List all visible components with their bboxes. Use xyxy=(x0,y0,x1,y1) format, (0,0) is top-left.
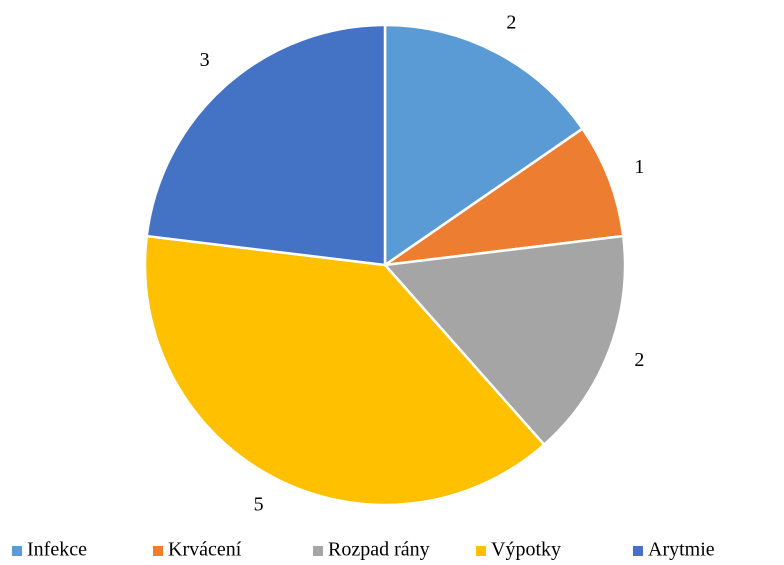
legend-marker xyxy=(633,546,643,556)
pie-slice xyxy=(145,23,387,267)
data-label: 3 xyxy=(200,49,210,71)
pie-slice xyxy=(143,234,546,507)
legend-label: Rozpad rány xyxy=(328,539,430,561)
legend-marker xyxy=(476,546,486,556)
pie-slice xyxy=(384,126,625,267)
data-label: 1 xyxy=(634,156,644,178)
data-label: 2 xyxy=(506,12,516,34)
pie-slice xyxy=(382,234,627,447)
legend-marker xyxy=(313,546,323,556)
data-label: 5 xyxy=(254,493,264,515)
legend-label: Krvácení xyxy=(168,539,242,561)
data-label: 2 xyxy=(634,349,644,371)
legend-label: Infekce xyxy=(27,539,87,561)
legend-label: Výpotky xyxy=(491,539,561,561)
legend-marker xyxy=(153,546,163,556)
pie-slice xyxy=(383,23,585,268)
legend-marker xyxy=(12,546,22,556)
legend-label: Arytmie xyxy=(648,539,715,561)
